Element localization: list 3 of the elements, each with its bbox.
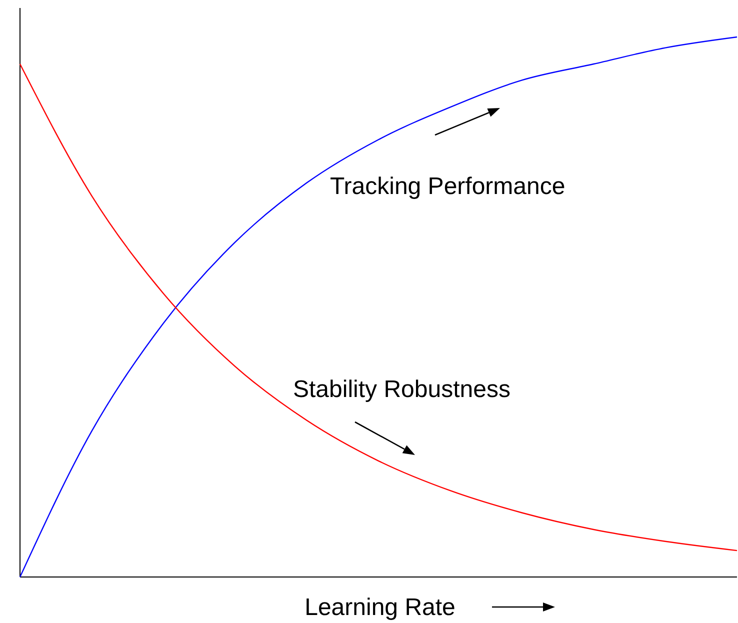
series-label: Stability Robustness <box>293 376 510 403</box>
series-label: Tracking Performance <box>330 173 566 200</box>
x-axis-title: Learning Rate <box>304 594 456 621</box>
